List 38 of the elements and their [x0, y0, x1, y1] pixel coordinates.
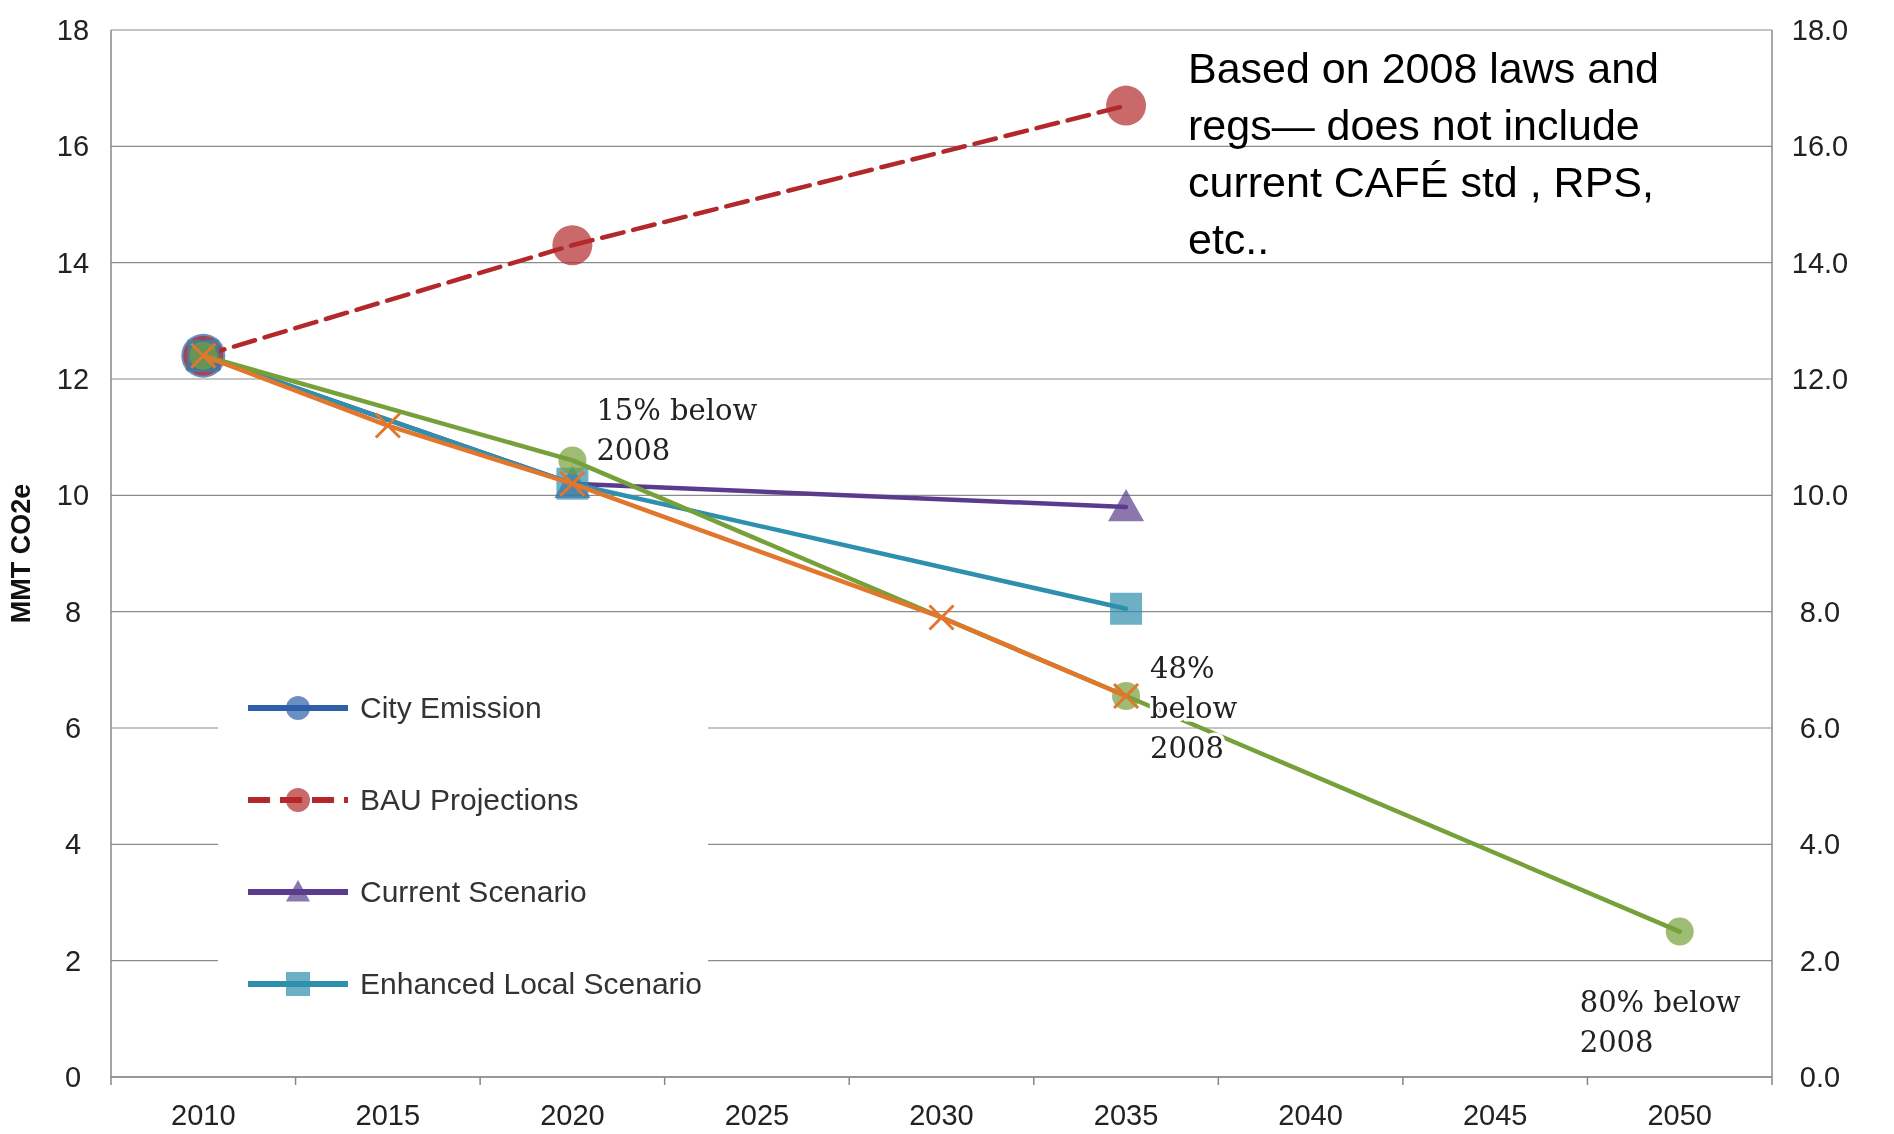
y2-tick-label: 18.0: [1791, 14, 1849, 46]
y2-tick-label: 12.0: [1791, 363, 1849, 395]
x-tick-label: 2045: [1462, 1099, 1528, 1131]
annotation: 48% below 2008: [1150, 651, 1238, 766]
x-tick-label: 2020: [540, 1099, 605, 1131]
y-tick-label: 6: [64, 712, 82, 744]
y2-tick-label: 2.0: [1799, 944, 1841, 977]
annotation: 80% below 2008: [1579, 984, 1741, 1059]
y-tick-label: 4: [64, 828, 82, 861]
annotation: 15% below 2008: [596, 393, 758, 468]
y-tick-label: 2: [64, 944, 82, 977]
y2-tick-label: 10.0: [1791, 479, 1849, 512]
x-tick-label: 2050: [1647, 1099, 1712, 1131]
y-tick-label: 10: [56, 479, 90, 512]
annotation: Based on 2008 laws and regs— does not include current CAFÉ std , RPS, etc..: [1188, 44, 1659, 263]
x-tick-label: 2015: [355, 1099, 421, 1131]
y-tick-label: 12: [56, 363, 90, 395]
y-tick-label: 0: [64, 1061, 82, 1093]
y2-tick-label: 4.0: [1799, 828, 1841, 861]
y-tick-label: 18: [56, 14, 90, 46]
x-tick-label: 2035: [1093, 1099, 1159, 1131]
x-tick-label: 2040: [1278, 1099, 1343, 1131]
y2-tick-label: 8.0: [1799, 595, 1841, 628]
y-axis-title: MMT CO2e: [6, 483, 36, 624]
legend-label: BAU Projections: [360, 783, 579, 816]
x-tick-label: 2010: [171, 1099, 236, 1131]
x-tick-label: 2025: [724, 1099, 790, 1131]
y-tick-label: 8: [64, 595, 82, 628]
y2-tick-label: 14.0: [1791, 246, 1849, 279]
y-tick-label: 14: [56, 246, 90, 279]
legend-label: Current Scenario: [360, 875, 587, 908]
legend-label: City Emission: [360, 691, 542, 724]
y2-tick-label: 6.0: [1799, 712, 1841, 744]
y2-tick-label: 16.0: [1791, 130, 1849, 163]
y2-tick-label: 0.0: [1799, 1061, 1841, 1093]
y-tick-label: 16: [56, 130, 90, 163]
legend-label: Enhanced Local Scenario: [360, 967, 702, 1000]
x-tick-label: 2030: [909, 1099, 974, 1131]
